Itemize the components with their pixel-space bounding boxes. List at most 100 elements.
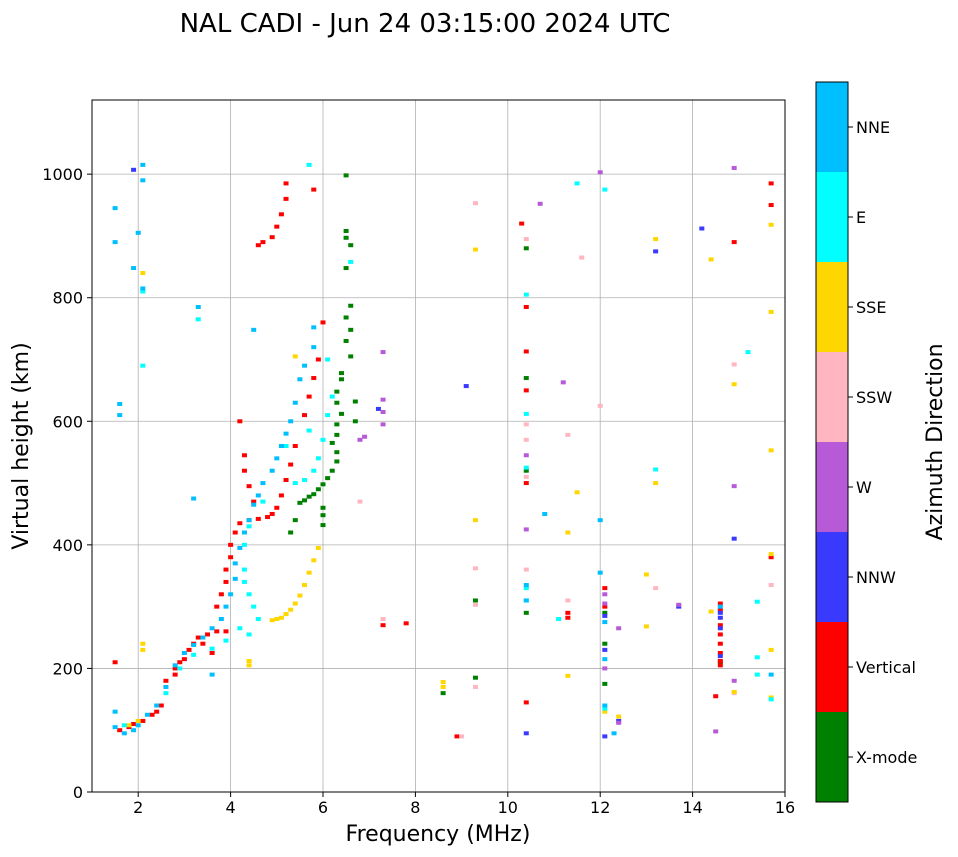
echo-point [195,317,201,322]
echo-point [306,428,312,433]
echo-point [338,371,344,376]
echo-point [754,599,760,604]
echo-point [338,377,344,382]
echo-point [320,523,326,528]
echo-point [754,655,760,660]
echo-point [334,432,340,437]
echo-point [768,697,774,702]
echo-point [717,615,723,620]
echo-point [523,598,529,603]
echo-point [283,196,289,201]
echo-point [140,271,146,275]
echo-point [140,289,146,294]
echo-point [112,206,118,211]
echo-point [223,638,229,643]
echo-point [311,492,317,497]
echo-point [131,167,137,172]
echo-point [269,618,275,623]
echo-point [144,712,150,717]
echo-point [616,720,622,725]
echo-point [302,498,308,503]
echo-point [246,663,252,668]
echo-point [209,626,215,631]
echo-point [205,632,210,637]
echo-point [731,536,737,541]
x-tick-label: 6 [318,798,328,817]
echo-point [348,259,354,264]
echo-point [574,181,580,186]
echo-point [717,654,723,659]
colorbar-swatch [816,532,848,622]
echo-point [717,610,723,615]
echo-point [154,709,160,714]
echo-point [121,723,127,728]
echo-point [297,377,303,382]
echo-point [246,592,252,597]
echo-point [223,579,229,584]
echo-point [112,660,118,665]
echo-point [269,468,275,473]
echo-point [348,243,354,248]
echo-point [195,304,201,309]
echo-point [320,513,326,518]
echo-point [121,731,127,736]
echo-point [338,411,344,416]
echo-point [380,623,386,628]
echo-marks [112,162,774,739]
echo-point [602,706,608,711]
x-tick-label: 4 [226,798,236,817]
echo-point [523,453,529,458]
series-x-mode [288,173,723,696]
echo-point [274,456,280,461]
echo-point [315,487,321,492]
echo-point [602,647,608,652]
echo-point [459,734,465,739]
echo-point [362,434,368,439]
echo-point [768,448,774,453]
echo-point [278,615,284,620]
colorbar-swatch [816,262,848,352]
plot-frame [91,99,786,793]
echo-point [292,444,298,448]
echo-point [565,598,571,603]
echo-point [352,399,358,404]
echo-point [200,641,206,646]
echo-point [380,422,386,427]
echo-point [297,500,303,505]
echo-point [325,413,331,418]
echo-point [699,226,705,231]
echo-point [135,718,141,723]
echo-point [472,684,478,689]
echo-point [768,181,774,186]
echo-point [523,349,529,354]
echo-point [274,505,280,510]
echo-point [602,734,608,739]
echo-point [403,621,409,626]
echo-point [565,615,571,620]
echo-point [523,527,529,532]
echo-point [325,476,331,481]
echo-point [523,388,529,393]
echo-point [523,583,529,588]
echo-point [131,266,137,271]
echo-point [454,734,460,739]
echo-point [768,203,774,208]
echo-point [717,626,723,631]
echo-point [218,617,224,621]
echo-point [149,712,155,717]
y-tick-label: 0 [73,783,83,802]
echo-point [135,723,141,728]
colorbar-tick-label: W [856,478,872,497]
echo-point [602,620,608,625]
echo-point [255,493,261,498]
echo-point [112,240,118,245]
echo-point [380,617,386,621]
echo-point [260,240,266,245]
echo-point [653,481,659,486]
echo-point [283,181,289,186]
echo-point [158,703,164,708]
y-tick-label: 400 [52,536,83,555]
echo-point [311,325,317,330]
x-tick-label: 2 [133,798,143,817]
echo-point [653,586,659,591]
